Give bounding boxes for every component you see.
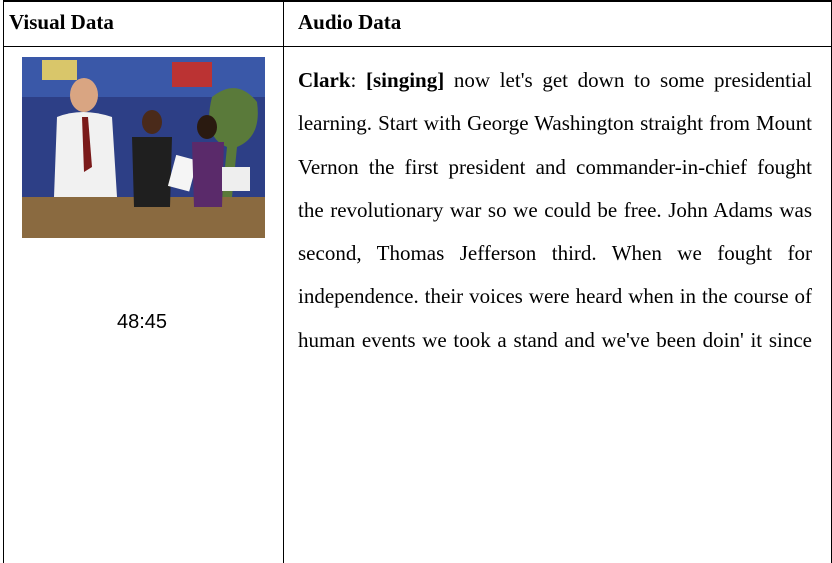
timestamp: 48:45: [117, 311, 167, 334]
table-border: [3, 0, 4, 563]
header-cell: Audio Data: [298, 10, 401, 35]
speaker-bold-text: Clark: [298, 68, 351, 92]
transcript-text: now let's get down to some presidential …: [298, 68, 812, 352]
header-cell: Visual Data: [9, 10, 114, 35]
transcript-text: :: [351, 68, 367, 92]
header-divider: [3, 46, 832, 47]
column-divider: [283, 0, 284, 563]
transcript: Clark: [singing] now let's get down to s…: [298, 59, 812, 362]
speaker-bold-text: [singing]: [366, 68, 444, 92]
page: Visual Data Audio Data 48:45 Clark: [sin…: [0, 0, 832, 563]
video-still: [22, 57, 265, 238]
table-border: [3, 0, 832, 2]
